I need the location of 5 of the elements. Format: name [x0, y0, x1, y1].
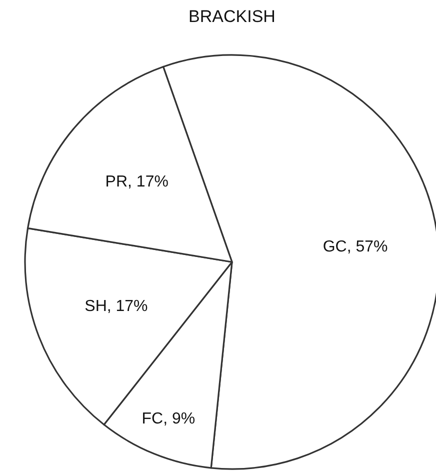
slice-label: PR, 17%: [105, 173, 168, 190]
slice-label: GC, 57%: [322, 238, 388, 256]
slice-label: SH, 17%: [84, 298, 148, 316]
slice-label: FC, 9%: [142, 410, 196, 428]
chart-title: BRACKISH: [188, 7, 276, 26]
